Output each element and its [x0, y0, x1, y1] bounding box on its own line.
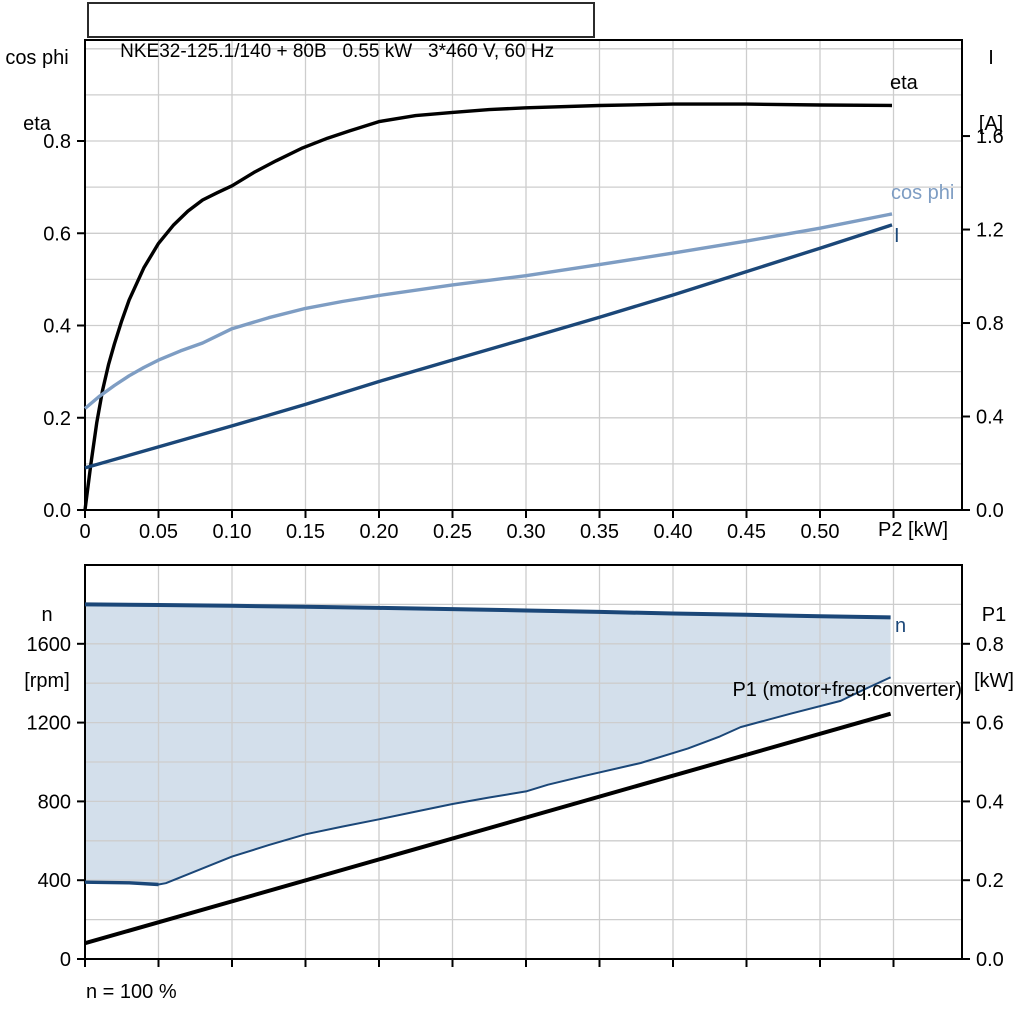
right-tick-label: 0.0	[976, 500, 1004, 522]
series-i	[84, 223, 893, 470]
axis-title-p1-unit: [kW]	[974, 670, 1014, 692]
left-tick-label: 0.2	[43, 408, 71, 430]
footnote-n-100: n = 100 %	[86, 981, 177, 1003]
curve-label-current: I	[894, 225, 900, 247]
x-tick-label: 0.20	[360, 521, 399, 543]
axis-title-p1: P1	[981, 604, 1007, 626]
series-cos-phi	[83, 212, 893, 410]
x-tick-label: 0.45	[727, 521, 766, 543]
x-tick-label: 0.15	[286, 521, 325, 543]
x-tick-label: 0.40	[654, 521, 693, 543]
series-eta	[83, 102, 893, 511]
left-tick-label: 1600	[27, 634, 72, 656]
right-tick-label: 1.6	[976, 126, 1004, 148]
right-tick-label: 1.2	[976, 220, 1004, 242]
left-tick-label: 0.4	[43, 316, 71, 338]
left-tick-label: 0	[60, 949, 71, 971]
chart-title-box: NKE32-125.1/140 + 80B 0.55 kW 3*460 V, 6…	[87, 2, 595, 62]
axis-title-current-unit: [A]	[978, 113, 1004, 135]
x-tick-label: 0.30	[507, 521, 546, 543]
left-tick-label: 800	[38, 791, 71, 813]
bottom-chart-frame	[84, 564, 963, 960]
curve-label-p1: P1 (motor+freq.converter)	[732, 679, 962, 701]
right-tick-label: 0.6	[976, 713, 1004, 735]
right-tick-label: 0.0	[976, 949, 1004, 971]
left-tick-label: 0.6	[43, 223, 71, 245]
top-right-axis-title: I [A]	[962, 3, 1020, 179]
right-tick-label: 0.8	[976, 313, 1004, 335]
right-tick-label: 0.8	[976, 634, 1004, 656]
x-tick-label: 0	[79, 521, 90, 543]
series-n-min	[84, 676, 892, 886]
axis-title-eta: eta	[23, 113, 51, 135]
axis-title-cos-phi: cos phi	[5, 47, 69, 69]
curve-label-n: n	[895, 615, 907, 637]
speed-range-area	[85, 604, 891, 885]
left-tick-label: 400	[38, 870, 71, 892]
top-chart-frame	[84, 39, 963, 511]
x-tick-label: 0.35	[580, 521, 619, 543]
axis-title-speed: n	[41, 604, 53, 626]
axis-title-current: I	[988, 47, 994, 69]
left-tick-label: 0.8	[43, 131, 71, 153]
bottom-left-axis-title: n [rpm]	[14, 560, 80, 736]
right-tick-label: 0.4	[976, 407, 1004, 429]
series-n	[84, 602, 891, 620]
right-tick-label: 0.4	[976, 791, 1004, 813]
series-p1-motor-freq-converter-	[84, 711, 892, 946]
x-tick-label: 0.10	[213, 521, 252, 543]
x-tick-label: 0.50	[801, 521, 840, 543]
x-axis-title: P2 [kW]	[878, 519, 949, 541]
series-n-min-start	[84, 880, 159, 887]
axis-title-speed-unit: [rpm]	[24, 670, 70, 692]
top-left-axis-title: cos phi eta	[4, 3, 70, 179]
curve-label-cos-phi: cos phi	[891, 182, 955, 204]
chart-title: NKE32-125.1/140 + 80B 0.55 kW 3*460 V, 6…	[120, 41, 555, 62]
right-tick-label: 0.2	[976, 870, 1004, 892]
x-tick-label: 0.05	[139, 521, 178, 543]
curve-label-eta: eta	[890, 72, 918, 94]
x-tick-label: 0.25	[433, 521, 472, 543]
bottom-right-axis-title: P1 [kW]	[966, 560, 1022, 736]
left-tick-label: 0.0	[43, 500, 71, 522]
left-tick-label: 1200	[27, 713, 72, 735]
